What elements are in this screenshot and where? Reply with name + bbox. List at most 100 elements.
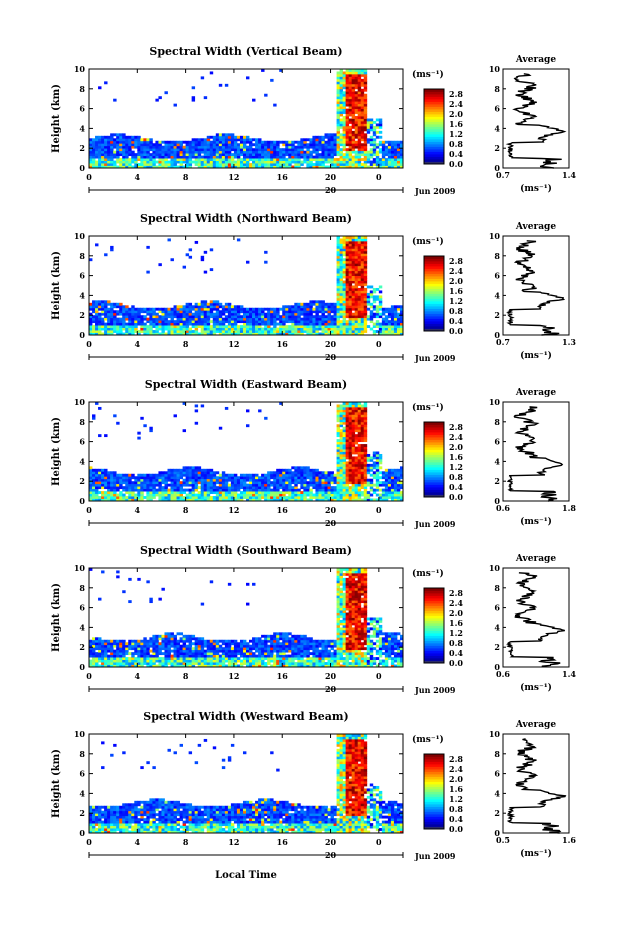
- heatmap-cell: [288, 155, 292, 159]
- heatmap-cell: [360, 290, 365, 294]
- heatmap-cell: [110, 659, 114, 663]
- heatmap-cell: [179, 476, 183, 480]
- heatmap-cell: [131, 654, 135, 658]
- heatmap-cell: [146, 160, 150, 164]
- heatmap-cell: [179, 148, 183, 152]
- heatmap-cell: [270, 160, 274, 164]
- heatmap-cell: [297, 330, 301, 333]
- heatmap-cell: [396, 468, 401, 472]
- heatmap-cell: [315, 496, 319, 499]
- heatmap-cell: [396, 327, 401, 331]
- heatmap-cell: [224, 148, 229, 152]
- heatmap-cell: [285, 317, 289, 321]
- heatmap-cell: [149, 332, 153, 336]
- heatmap-cell: [345, 297, 350, 301]
- heatmap-cell: [185, 481, 190, 485]
- colorbar-segment: [424, 154, 444, 157]
- heatmap-cell: [209, 315, 214, 319]
- heatmap-cell: [369, 155, 374, 159]
- heatmap-cell: [110, 158, 114, 161]
- heatmap-cell: [360, 307, 365, 311]
- heatmap-cell: [227, 143, 232, 147]
- heatmap-cell: [258, 145, 262, 149]
- heatmap-cell: [203, 473, 208, 477]
- heatmap-cell: [291, 310, 295, 314]
- heatmap-cell: [143, 143, 147, 147]
- heatmap-cell: [164, 493, 168, 497]
- panel-title: Spectral Width (Eastward Beam): [145, 378, 347, 391]
- heatmap-cell: [339, 253, 344, 257]
- heatmap-cell: [224, 305, 229, 309]
- heatmap-cell: [336, 441, 340, 445]
- heatmap-cell: [131, 493, 135, 497]
- heatmap-cell: [101, 302, 105, 306]
- heatmap-cell: [200, 491, 205, 494]
- heatmap-cell: [215, 133, 220, 137]
- heatmap-cell: [396, 493, 401, 497]
- heatmap-cell: [116, 165, 120, 169]
- heatmap-cell: [101, 150, 105, 154]
- heatmap-cell: [107, 150, 111, 154]
- heatmap-cell: [312, 143, 316, 147]
- heatmap-cell: [345, 411, 350, 415]
- heatmap-cell: [197, 322, 202, 326]
- heatmap-cell: [107, 488, 111, 492]
- heatmap-cell: [167, 140, 171, 144]
- heatmap-cell: [215, 310, 220, 314]
- heatmap-cell: [258, 138, 262, 142]
- heatmap-cell: [273, 498, 277, 502]
- heatmap-cell: [182, 327, 187, 331]
- heatmap-cell: [119, 662, 123, 665]
- heatmap-cell: [110, 312, 114, 316]
- heatmap-cell: [342, 307, 347, 311]
- heatmap-cell: [297, 491, 301, 494]
- heatmap-cell: [399, 327, 404, 331]
- heatmap-cell: [252, 330, 256, 333]
- heatmap-cell: [224, 138, 229, 142]
- heatmap-cell: [303, 466, 307, 470]
- colorbar-segment: [424, 316, 444, 319]
- colorbar-segment: [424, 139, 444, 142]
- heatmap-cell: [360, 128, 365, 132]
- profile-frame: [502, 235, 570, 336]
- heatmap-cell: [125, 150, 129, 154]
- heatmap-cell: [122, 312, 126, 316]
- heatmap-cell: [318, 302, 322, 306]
- heatmap-cell: [267, 330, 271, 333]
- heatmap-cell: [342, 444, 347, 447]
- heatmap-cell: [336, 278, 340, 281]
- heatmap-cell: [101, 486, 105, 490]
- heatmap-cell: [366, 478, 371, 482]
- heatmap-cell: [390, 476, 395, 480]
- heatmap-cell: [348, 153, 353, 157]
- heatmap-cell: [333, 140, 337, 144]
- colorbar-segment: [424, 109, 444, 112]
- heatmap-cell: [342, 71, 347, 75]
- heatmap-cell: [246, 424, 250, 428]
- heatmap-cell: [116, 478, 120, 482]
- heatmap-cell: [372, 488, 377, 492]
- heatmap-cell: [119, 138, 123, 142]
- heatmap-cell: [110, 245, 114, 249]
- heatmap-cell: [348, 275, 353, 279]
- heatmap-cell: [119, 657, 123, 660]
- heatmap-cell: [218, 317, 223, 321]
- heatmap-cell: [176, 307, 180, 311]
- heatmap-cell: [249, 307, 253, 311]
- heatmap-cell: [113, 312, 117, 316]
- heatmap-cell: [95, 307, 99, 311]
- heatmap-cell: [185, 483, 190, 487]
- heatmap-cell: [399, 307, 404, 311]
- heatmap-cell: [345, 431, 350, 435]
- heatmap-cell: [227, 332, 232, 336]
- heatmap-cell: [203, 155, 208, 159]
- heatmap-cell: [333, 496, 337, 499]
- heatmap-cell: [303, 140, 307, 144]
- heatmap-cell: [110, 325, 114, 328]
- heatmap-cell: [107, 148, 111, 152]
- heatmap-cell: [119, 481, 123, 485]
- heatmap-cell: [327, 473, 331, 477]
- heatmap-cell: [182, 322, 187, 326]
- heatmap-cell: [300, 305, 304, 309]
- heatmap-cell: [146, 496, 150, 499]
